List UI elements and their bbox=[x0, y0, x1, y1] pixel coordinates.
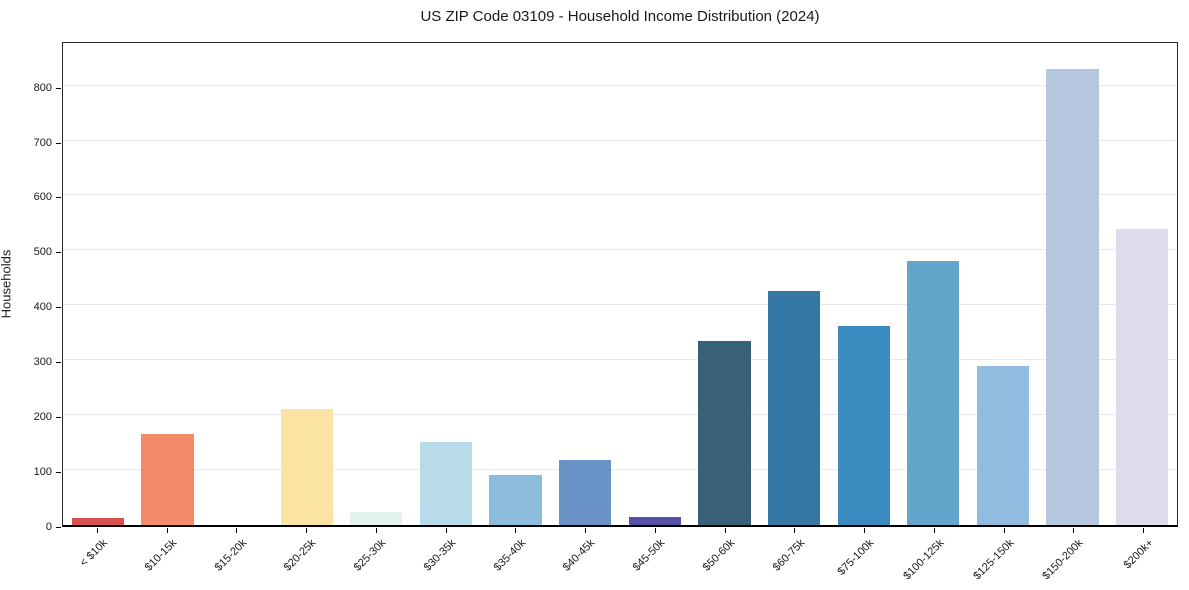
x-tick-label: $20-25k bbox=[282, 537, 319, 574]
bar-slot bbox=[63, 43, 133, 525]
x-tick-mark bbox=[1143, 528, 1145, 533]
bar-100-125k bbox=[907, 261, 960, 525]
x-tick-label: $200k+ bbox=[1121, 537, 1156, 572]
bar-slot bbox=[829, 43, 899, 525]
bar-75-100k bbox=[837, 325, 890, 525]
bar-slot bbox=[1038, 43, 1108, 525]
x-tick-mark bbox=[445, 528, 447, 533]
y-tick-mark-600 bbox=[56, 197, 61, 199]
y-tick-label-600: 600 bbox=[33, 191, 52, 204]
x-tick-label: $100-125k bbox=[901, 537, 947, 583]
x-tick-label: $45-50k bbox=[630, 537, 668, 574]
bar-slot bbox=[550, 43, 620, 525]
bar-40-45k bbox=[559, 460, 612, 525]
x-tick-label: $15-20k bbox=[212, 537, 249, 574]
y-tick-label-800: 800 bbox=[33, 81, 52, 94]
x-tick-label: $25-30k bbox=[351, 537, 389, 574]
x-tick-mark bbox=[375, 528, 377, 533]
x-tick-mark bbox=[654, 528, 656, 533]
y-tick-label-400: 400 bbox=[33, 301, 52, 314]
bar-series bbox=[63, 43, 1177, 525]
gridline-500 bbox=[63, 249, 1177, 251]
x-tick-mark bbox=[236, 528, 238, 533]
x-tick-label: $30-35k bbox=[421, 537, 459, 574]
gridline-300 bbox=[63, 359, 1177, 361]
bar-50-60k bbox=[698, 340, 751, 525]
x-tick-mark bbox=[585, 528, 587, 533]
bar-25-30k bbox=[350, 511, 403, 525]
y-tick-mark-800 bbox=[56, 87, 61, 89]
bar-slot bbox=[481, 43, 551, 525]
x-tick-label: $60-75k bbox=[770, 537, 807, 574]
bar-slot bbox=[133, 43, 203, 525]
x-tick-label: $125-150k bbox=[970, 537, 1017, 583]
bar-slot bbox=[1107, 43, 1177, 525]
bar-200k bbox=[1116, 228, 1169, 525]
gridline-400 bbox=[63, 304, 1177, 306]
gridline-600 bbox=[63, 194, 1177, 196]
y-tick-mark-700 bbox=[56, 142, 61, 144]
x-tick-mark bbox=[1003, 528, 1005, 533]
x-tick-label: $10-15k bbox=[142, 537, 180, 574]
gridline-200 bbox=[63, 414, 1177, 416]
x-tick-label: $75-100k bbox=[835, 537, 877, 578]
y-tick-mark-100 bbox=[56, 472, 61, 474]
y-tick-mark-400 bbox=[56, 307, 61, 309]
bar-20-25k bbox=[280, 409, 333, 525]
bar-150-200k bbox=[1046, 68, 1099, 525]
bar-30-35k bbox=[419, 442, 473, 525]
bar-10k bbox=[71, 517, 124, 525]
bar-slot bbox=[759, 43, 829, 525]
x-tick-mark bbox=[1073, 528, 1075, 533]
bar-slot bbox=[968, 43, 1038, 525]
x-tick-label: $150-200k bbox=[1040, 537, 1086, 583]
bar-slot bbox=[620, 43, 690, 525]
y-tick-label-100: 100 bbox=[33, 466, 52, 479]
bar-slot bbox=[272, 43, 342, 525]
x-tick-label: $50-60k bbox=[700, 537, 738, 574]
bar-10-15k bbox=[141, 433, 194, 525]
y-tick-mark-500 bbox=[56, 252, 61, 254]
bar-60-75k bbox=[767, 291, 821, 525]
bar-45-50k bbox=[628, 516, 681, 525]
bar-slot bbox=[202, 43, 272, 525]
bar-125-150k bbox=[976, 366, 1030, 525]
x-tick-mark bbox=[724, 528, 726, 533]
plot-area bbox=[62, 42, 1178, 527]
x-tick-mark bbox=[515, 528, 517, 533]
y-tick-label-500: 500 bbox=[33, 246, 52, 259]
x-tick-mark bbox=[933, 528, 935, 533]
y-tick-label-300: 300 bbox=[33, 356, 52, 369]
x-tick-mark bbox=[864, 528, 866, 533]
x-tick-mark bbox=[306, 528, 308, 533]
bar-slot bbox=[690, 43, 760, 525]
x-tick-label: $40-45k bbox=[561, 537, 598, 574]
y-tick-label-700: 700 bbox=[33, 136, 52, 149]
bar-35-40k bbox=[489, 475, 542, 525]
y-tick-label-0: 0 bbox=[45, 521, 52, 533]
x-tick-mark bbox=[166, 528, 168, 533]
x-tick-label: $35-40k bbox=[491, 537, 528, 574]
gridline-800 bbox=[63, 84, 1177, 86]
y-tick-mark-0 bbox=[56, 527, 61, 528]
gridline-700 bbox=[63, 139, 1177, 141]
bar-slot bbox=[899, 43, 969, 525]
x-tick-label: < $10k bbox=[77, 537, 110, 570]
gridline-100 bbox=[63, 469, 1177, 471]
x-tick-mark bbox=[96, 528, 98, 533]
y-tick-label-200: 200 bbox=[33, 411, 52, 424]
x-tick-mark bbox=[794, 528, 796, 533]
bar-slot bbox=[342, 43, 412, 525]
y-tick-mark-300 bbox=[56, 362, 61, 364]
bar-slot bbox=[411, 43, 481, 525]
y-tick-mark-200 bbox=[56, 417, 61, 419]
chart-title: US ZIP Code 03109 - Household Income Dis… bbox=[420, 8, 820, 25]
